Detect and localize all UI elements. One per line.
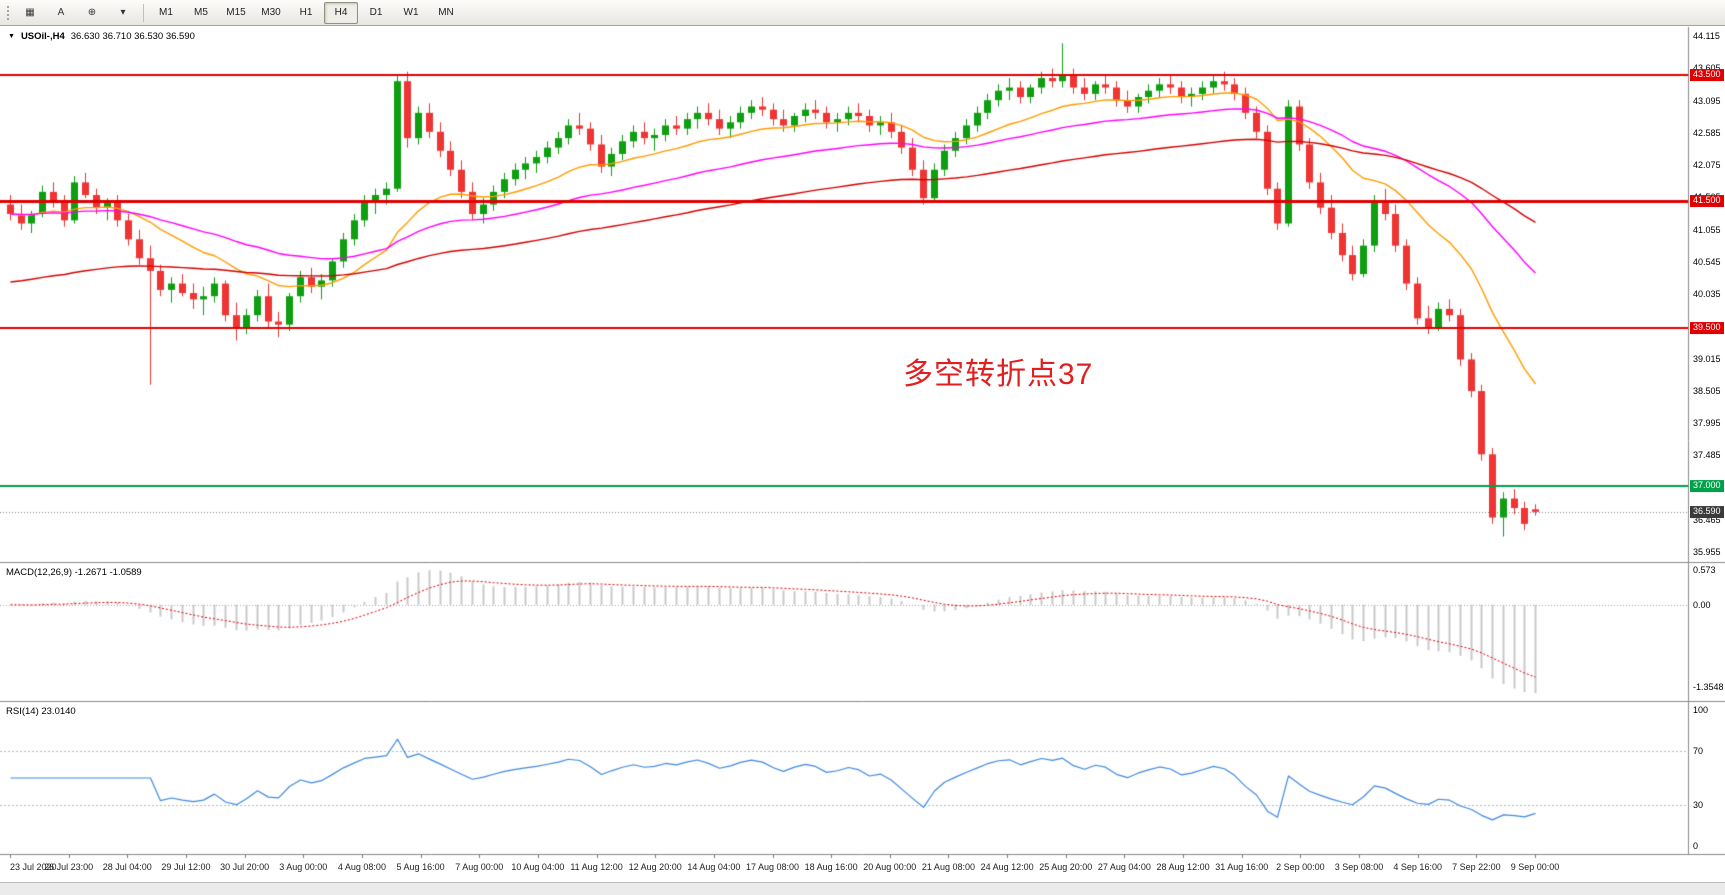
templates-button[interactable]: ▦	[15, 2, 45, 24]
timeframe-button-m30[interactable]: M30	[261, 7, 281, 18]
price-axis[interactable]	[1688, 27, 1725, 854]
timeframe-button-d1[interactable]: D1	[369, 7, 383, 18]
timeframe-button-m15[interactable]: M15	[226, 7, 246, 18]
toolbar: ▦ A ⊕ ▾ M1 M5 M15 M30 H1 H4 D1 W1 MN	[0, 0, 1725, 26]
timeframe-button-m5[interactable]: M5	[194, 7, 208, 18]
timeframe-button-group: M1 M5 M15 M30 H1 H4 D1 W1 MN	[149, 1, 463, 24]
tool-button-group: ▦ A ⊕ ▾	[15, 2, 138, 24]
text-tool-button[interactable]: A	[46, 2, 76, 24]
crosshair-icon: ⊕	[87, 7, 97, 18]
horizontal-scrollbar[interactable]	[0, 882, 1725, 895]
timeframe-button-w1[interactable]: W1	[403, 7, 419, 18]
text-tool-icon: A	[57, 7, 65, 18]
toolbar-separator	[143, 3, 144, 22]
toolbar-grip[interactable]	[6, 4, 11, 21]
timeframe-button-m1[interactable]: M1	[159, 7, 173, 18]
timeframe-button-h4[interactable]: H4	[324, 1, 358, 24]
time-axis[interactable]	[0, 854, 1688, 882]
grid-icon: ▦	[25, 7, 35, 18]
chevron-down-icon: ▾	[120, 7, 126, 18]
timeframe-button-h1[interactable]: H1	[299, 7, 313, 18]
crosshair-button[interactable]: ⊕	[77, 2, 107, 24]
timeframe-button-mn[interactable]: MN	[438, 7, 454, 18]
line-tools-dropdown[interactable]: ▾	[108, 2, 138, 24]
